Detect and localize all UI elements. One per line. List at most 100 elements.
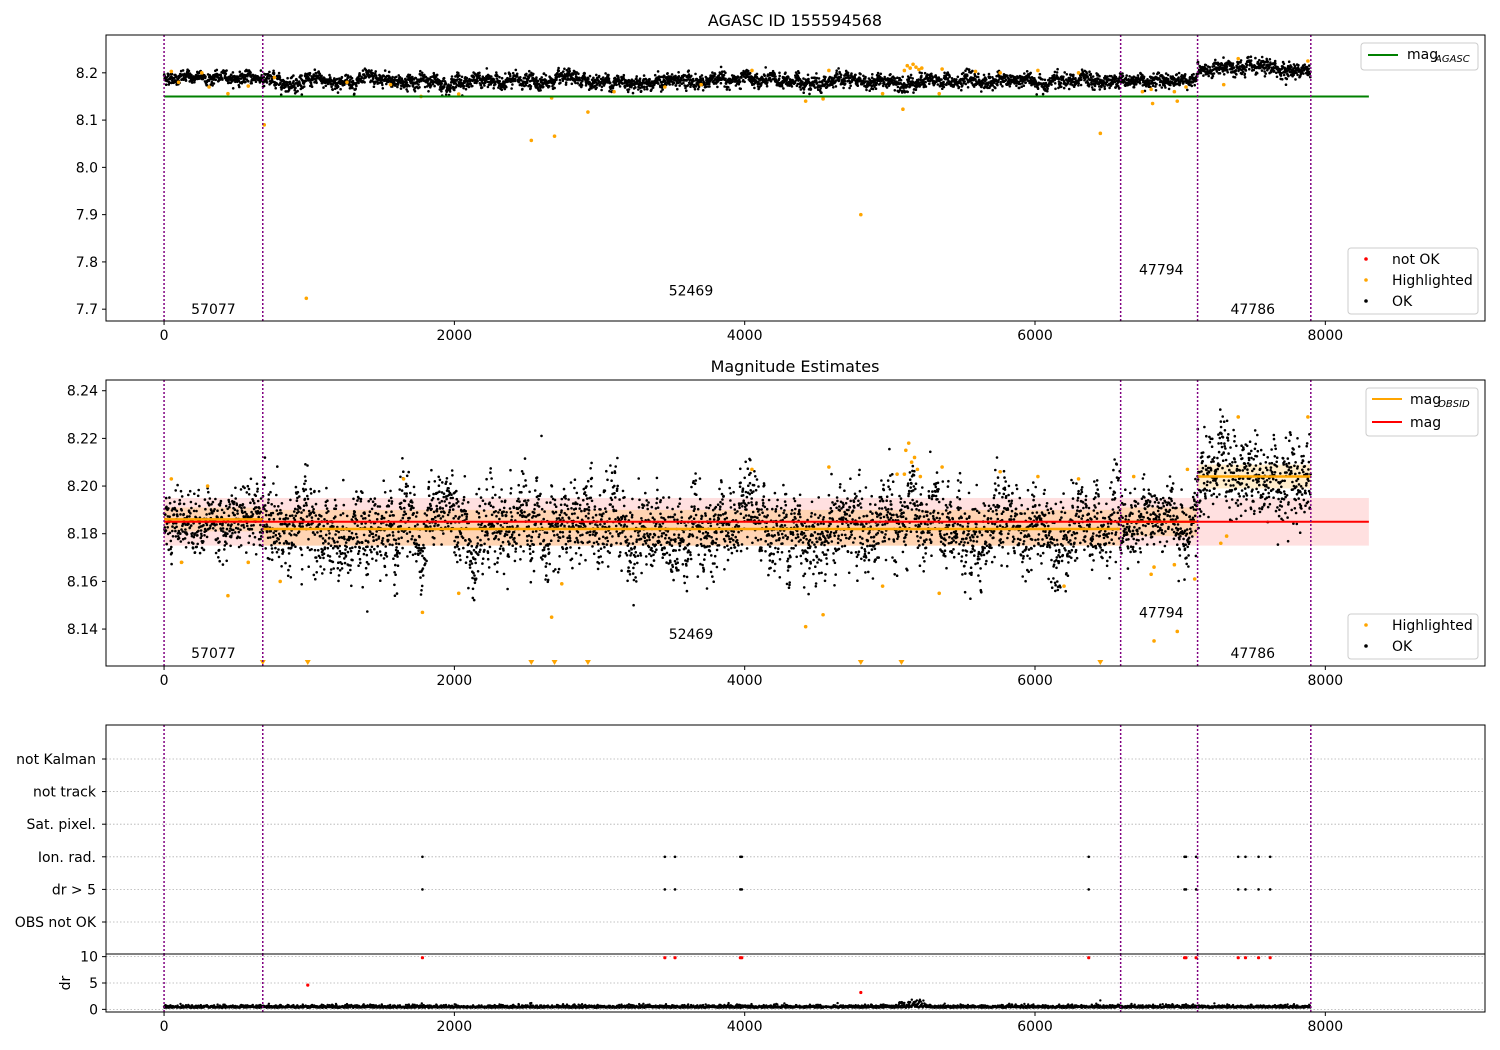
ok-point [500,88,504,92]
ok-point [284,516,288,520]
ok-point [683,74,687,77]
ok-point [274,529,278,533]
ok-point [179,540,183,543]
ok-point [164,529,168,532]
ok-point [226,532,229,535]
ok-point [544,74,548,77]
ok-point [682,81,685,85]
ok-point [220,508,224,512]
ok-point [920,74,923,78]
ok-point [782,87,785,90]
ok-point [168,515,171,518]
ok-point [221,78,224,81]
ok-point [234,497,237,500]
ok-point [1193,83,1196,87]
ok-point [991,84,995,87]
ok-point [218,504,222,507]
ok-point [239,544,243,547]
ok-point [221,522,224,526]
ok-point [300,93,304,96]
ok-point [265,530,269,534]
ok-point [1093,84,1097,88]
ok-point [233,508,237,512]
ok-point [435,73,439,77]
ok-point [1074,77,1077,80]
ok-point [224,540,227,543]
highlighted-point [908,66,912,70]
ok-point [268,518,271,521]
ok-point [920,71,923,75]
ok-point [937,76,941,79]
ok-point [1218,72,1222,75]
ok-point [236,509,239,513]
ok-point [271,551,274,554]
ok-point [562,70,565,73]
ok-point [626,90,630,94]
ok-point [190,506,193,510]
ok-point [363,81,366,84]
ok-point [653,73,657,77]
ok-point [177,536,181,540]
ok-point [287,542,291,545]
ok-point [361,69,365,72]
ok-point [287,552,291,555]
ok-point [1022,84,1026,87]
ok-point [1054,87,1057,91]
ok-point [728,88,731,92]
ok-point [996,83,999,87]
ok-point [1041,92,1045,96]
ok-point [295,79,299,82]
ok-point [548,85,551,88]
ok-point [277,555,281,559]
ok-point [1183,73,1187,76]
ok-point [1071,83,1074,87]
ok-point [304,79,308,83]
ok-point [879,72,883,76]
ok-point [244,515,247,518]
ok-point [280,86,284,90]
highlighted-point [612,89,616,94]
ok-point [535,76,538,79]
ok-point [600,88,603,92]
ok-point [354,87,358,91]
ok-point [1305,65,1309,69]
ok-point [1190,84,1194,88]
highlighted-point [1140,89,1145,94]
ok-point [808,92,811,96]
ok-point [1235,73,1238,76]
ok-point [197,77,201,81]
ok-point [223,544,227,547]
ok-point [202,523,205,527]
ok-point [240,506,243,510]
ok-point [275,550,279,554]
ok-point [315,81,318,85]
ok-point [250,527,254,531]
ok-point [521,87,524,91]
ok-point [212,82,216,85]
highlighted-point [1149,87,1153,92]
ok-point [280,565,283,568]
highlighted-point [176,80,181,85]
ok-point [859,72,862,76]
ok-point [228,529,231,533]
ok-point [370,69,373,72]
highlighted-point [1076,71,1081,75]
ok-point [357,77,361,80]
ok-point [215,68,219,72]
ok-point [773,72,776,76]
ok-point [642,74,646,77]
ok-point [1249,59,1253,62]
ok-point [247,487,251,491]
ok-point [577,72,580,75]
ok-point [1243,76,1247,79]
ok-point [511,83,514,86]
ok-point [982,73,986,77]
ok-point [1077,84,1080,87]
ok-point [870,76,874,79]
highlighted-point [1175,99,1180,103]
ok-point [399,87,403,90]
ok-point [677,75,681,78]
ok-point [609,81,612,85]
ok-point [292,74,295,77]
highlighted-point [1236,56,1241,61]
